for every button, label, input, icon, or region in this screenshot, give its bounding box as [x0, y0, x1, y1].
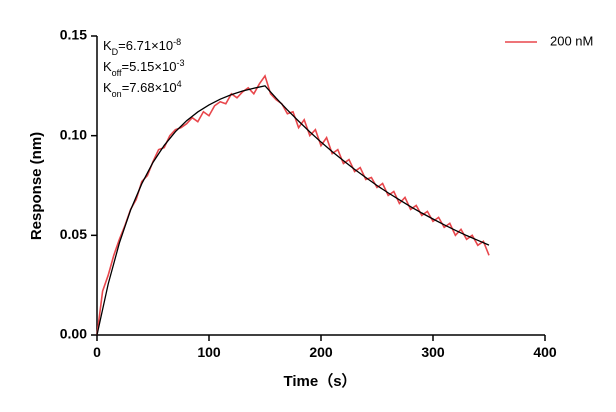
y-axis-title: Response (nm)	[28, 132, 45, 240]
annotation-superscript: -8	[173, 37, 181, 47]
x-tick-label: 400	[533, 344, 557, 360]
x-tick-label: 100	[197, 344, 221, 360]
y-tick-label: 0.05	[60, 226, 87, 242]
annotation-symbol: K	[103, 80, 112, 95]
annotation-symbol: K	[103, 59, 112, 74]
annotation-subscript: D	[112, 47, 119, 57]
annotation-symbol: K	[103, 38, 112, 53]
annotation-superscript: -3	[176, 58, 184, 68]
x-tick-label: 0	[93, 344, 101, 360]
annotation: KD=6.71×10-8	[103, 37, 181, 57]
annotation-superscript: 4	[177, 79, 182, 89]
y-tick-label: 0.00	[60, 326, 87, 342]
x-tick-label: 300	[421, 344, 445, 360]
legend-label: 200 nM	[550, 33, 593, 48]
y-tick-label: 0.10	[60, 126, 87, 142]
x-tick-label: 200	[309, 344, 333, 360]
annotation-text: =6.71×10	[118, 38, 173, 53]
annotation-subscript: on	[112, 89, 122, 99]
annotation: Koff=5.15×10-3	[103, 58, 184, 78]
y-tick-label: 0.15	[60, 27, 87, 43]
annotation: Kon=7.68×104	[103, 79, 182, 99]
annotation-text: =7.68×10	[122, 80, 177, 95]
annotation-subscript: off	[112, 68, 122, 78]
series-line	[96, 85, 490, 336]
annotation-text: =5.15×10	[122, 59, 177, 74]
x-axis-title: Time（s）	[283, 372, 356, 390]
